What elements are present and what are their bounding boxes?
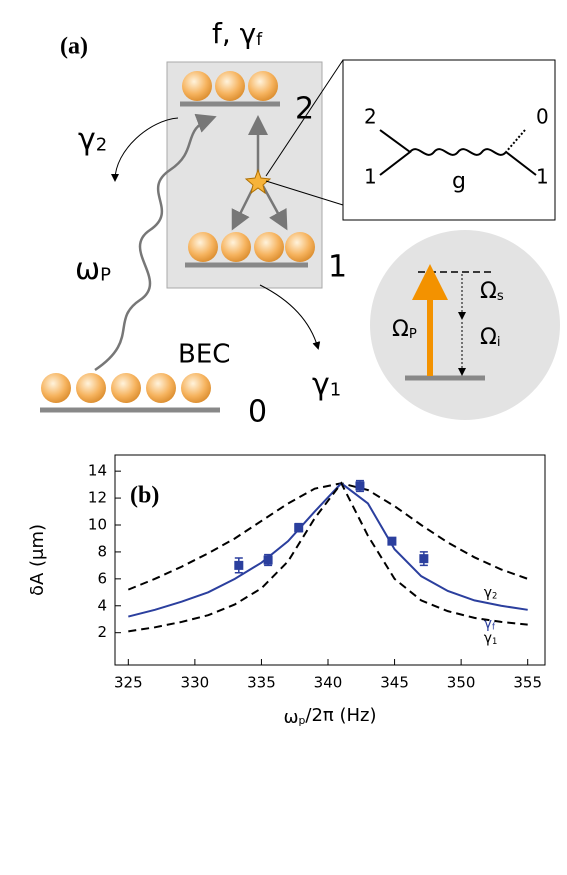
label: 1	[364, 165, 377, 189]
atom	[248, 71, 278, 101]
atom	[181, 373, 211, 403]
data-point	[234, 561, 243, 570]
data-point	[387, 537, 396, 546]
x-tick-label: 345	[380, 674, 409, 692]
atom	[76, 373, 106, 403]
label: 1	[536, 165, 549, 189]
atom	[146, 373, 176, 403]
curve	[128, 483, 527, 616]
x-tick-label: 355	[513, 674, 542, 692]
atom	[41, 373, 71, 403]
atom	[215, 71, 245, 101]
y-axis-label: δA (μm)	[27, 524, 48, 596]
inset	[343, 60, 555, 220]
panel-b: 325 330 335 340 345 350 355 2 4 6 8 10 12 14 ωp/2π (Hz…	[27, 455, 545, 728]
label: 2	[364, 105, 377, 129]
y-tick-label: 4	[97, 596, 107, 614]
decay-arrow	[260, 285, 318, 348]
x-tick-label: 340	[314, 674, 343, 692]
x-axis-label: ωp/2π (Hz)	[283, 705, 376, 728]
data-point	[264, 556, 273, 565]
panel-label: (a)	[60, 34, 88, 60]
label: 0	[248, 395, 267, 430]
curve-label: γf	[484, 616, 496, 632]
figure: (a) f, γf 2 1 0 γ2 γ1 ωP BEC 2 0 1 1 g Ω…	[0, 0, 567, 871]
y-tick-label: 6	[97, 569, 107, 587]
y-tick-label: 8	[97, 542, 107, 560]
atom	[182, 71, 212, 101]
label: g	[452, 169, 466, 194]
atom	[285, 232, 315, 262]
y-tick-label: 2	[97, 623, 107, 641]
atom	[188, 232, 218, 262]
x-tick-label: 335	[247, 674, 276, 692]
x-tick-label: 350	[447, 674, 476, 692]
data-point	[419, 554, 428, 563]
y-tick-label: 10	[88, 516, 107, 534]
data-point	[355, 481, 364, 490]
y-tick-label: 12	[88, 489, 107, 507]
x-tick-label: 330	[181, 674, 210, 692]
data-point	[294, 523, 303, 532]
curve	[128, 483, 527, 631]
y-tick-label: 14	[88, 462, 107, 480]
label: 1	[328, 250, 347, 285]
label: BEC	[178, 340, 230, 370]
atom	[254, 232, 284, 262]
atom	[221, 232, 251, 262]
atom	[111, 373, 141, 403]
label: γ2	[78, 122, 107, 157]
label: f, γf	[212, 17, 263, 50]
label: γ1	[312, 367, 341, 402]
label: 2	[295, 92, 314, 127]
curve-label: γ1	[484, 631, 498, 647]
x-tick-label: 325	[114, 674, 143, 692]
label: ωP	[75, 252, 111, 287]
panel-a: (a) f, γf 2 1 0 γ2 γ1 ωP BEC 2 0 1 1 g Ω…	[40, 17, 560, 430]
panel-label: (b)	[130, 483, 159, 509]
label: 0	[536, 105, 549, 129]
curve-label: γ2	[484, 585, 498, 601]
